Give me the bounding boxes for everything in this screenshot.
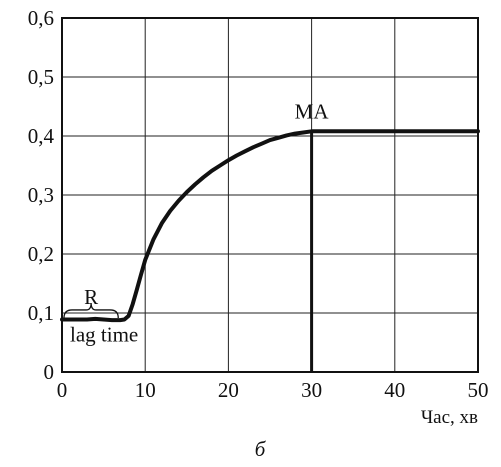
x-axis-label: Час, хв: [421, 407, 478, 428]
reference-marks: [63, 131, 314, 372]
y-axis-ticks: 0 0,1 0,2 0,3 0,4 0,5 0,6: [28, 6, 55, 384]
lag-bracket: [63, 302, 119, 318]
x-tick-label-3: 30: [301, 378, 322, 402]
x-tick-label-2: 20: [218, 378, 239, 402]
y-tick-label-2: 0,2: [28, 242, 54, 266]
y-tick-label-3: 0,3: [28, 183, 54, 207]
plot-frame: [61, 17, 479, 373]
x-tick-label-1: 10: [135, 378, 156, 402]
y-tick-label-0: 0: [44, 360, 55, 384]
y-tick-label-1: 0,1: [28, 301, 54, 325]
annotation-r: R: [84, 285, 98, 309]
y-tick-label-5: 0,5: [28, 65, 54, 89]
figure-caption: б: [255, 437, 267, 461]
y-tick-label-6: 0,6: [28, 6, 54, 30]
x-axis-ticks: 0 10 20 30 40 50: [57, 378, 489, 402]
x-tick-label-0: 0: [57, 378, 68, 402]
annotation-lag-time: lag time: [70, 322, 138, 346]
y-tick-label-4: 0,4: [28, 124, 55, 148]
x-tick-label-5: 50: [468, 378, 489, 402]
x-tick-label-4: 40: [384, 378, 405, 402]
series-line: [60, 129, 480, 323]
annotation-ma: MA: [295, 99, 330, 123]
